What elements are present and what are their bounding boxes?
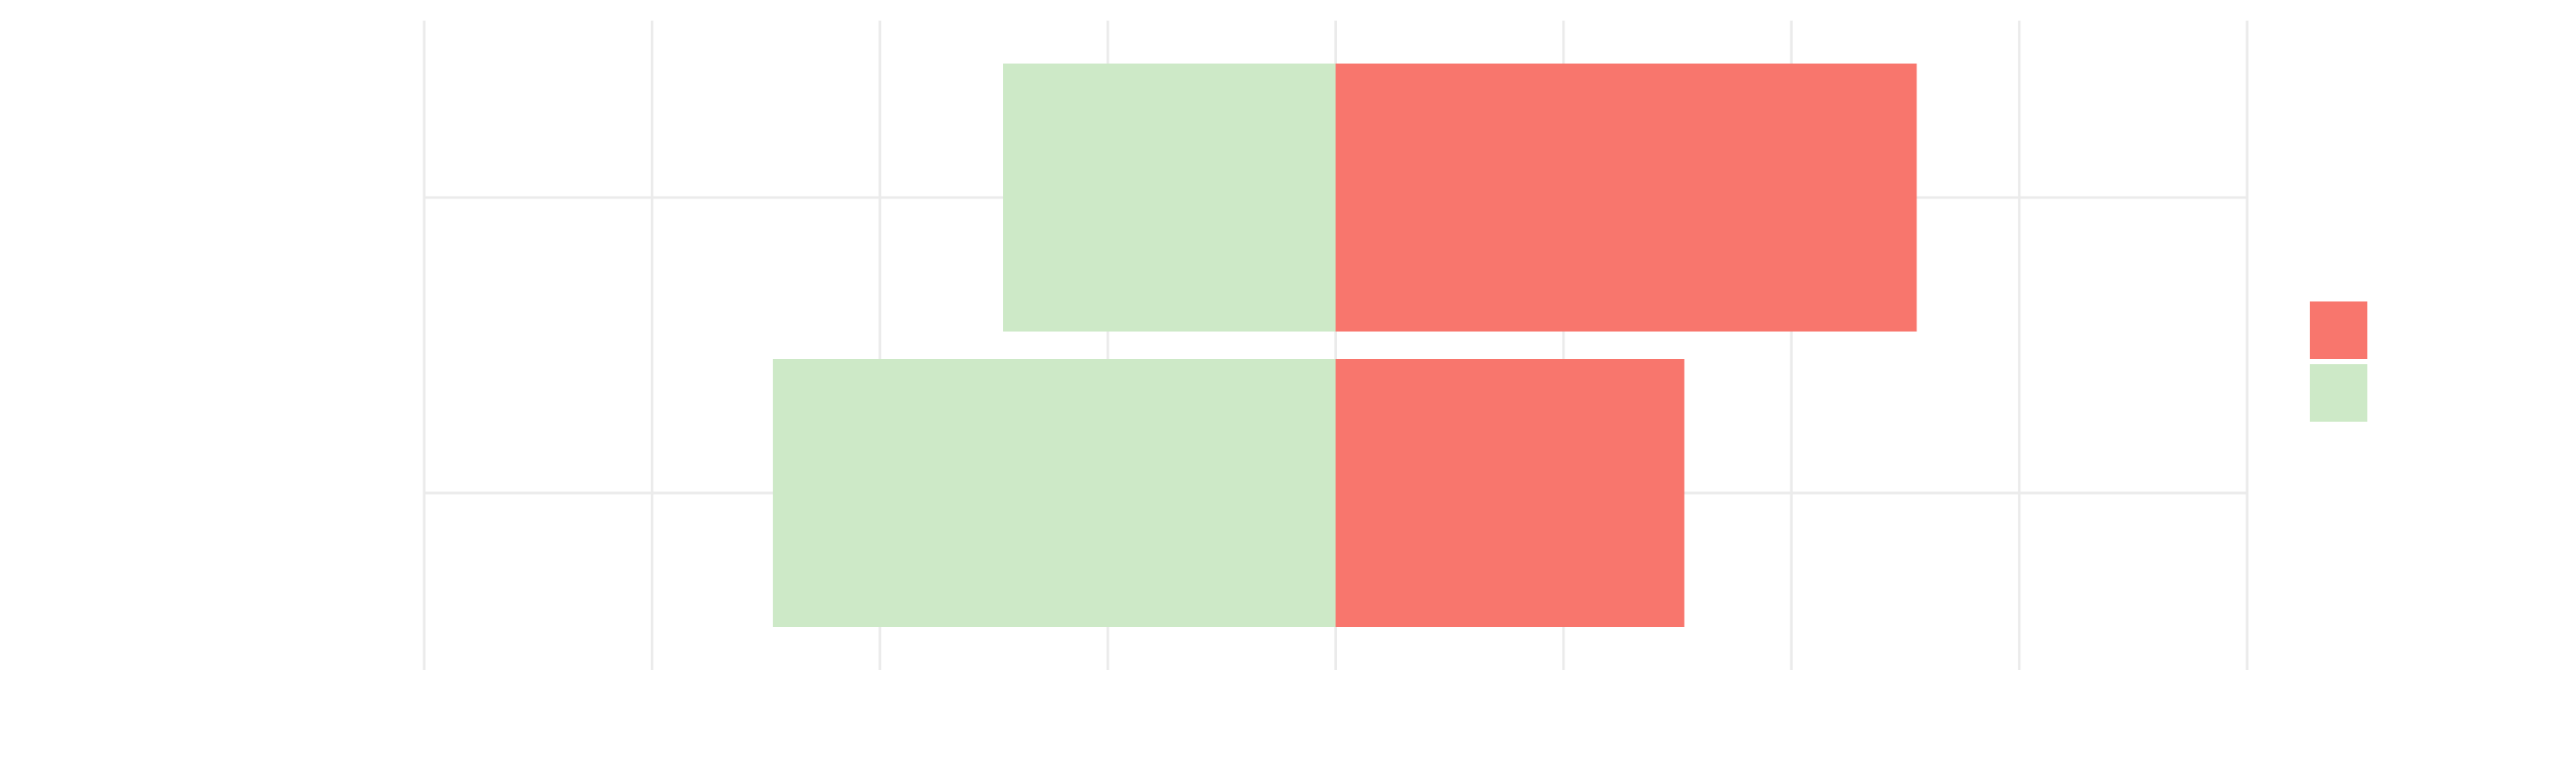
bar <box>1003 64 1336 332</box>
legend-key <box>2310 364 2367 422</box>
bar <box>1335 64 1917 332</box>
bar <box>1335 359 1685 627</box>
bar <box>773 359 1336 627</box>
legend-key <box>2310 301 2367 359</box>
